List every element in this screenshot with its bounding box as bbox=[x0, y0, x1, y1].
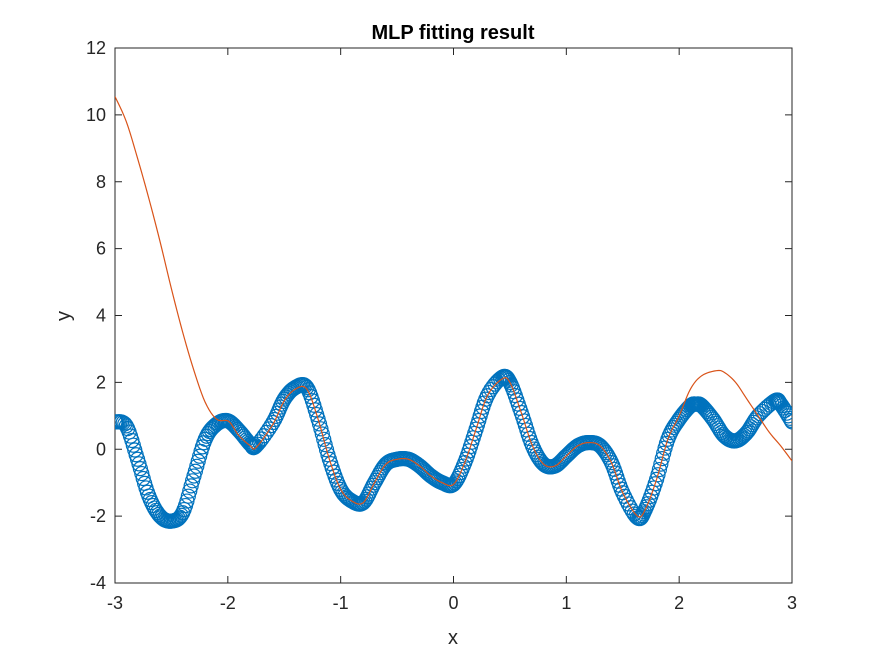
x-tick-label: -3 bbox=[107, 593, 123, 613]
data-point bbox=[699, 403, 715, 420]
data-point bbox=[313, 421, 329, 437]
chart-title: MLP fitting result bbox=[372, 22, 535, 44]
y-axis-label: y bbox=[53, 311, 75, 321]
data-point bbox=[483, 381, 499, 398]
y-tick-label: -4 bbox=[90, 573, 106, 593]
data-point bbox=[296, 377, 312, 393]
data-point bbox=[651, 461, 668, 478]
plot-area bbox=[114, 47, 793, 584]
y-tick-label: 8 bbox=[96, 172, 106, 192]
y-tick-label: 12 bbox=[86, 38, 106, 58]
fit-line bbox=[115, 96, 792, 518]
plot-frame bbox=[114, 47, 793, 584]
data-point bbox=[784, 414, 792, 430]
x-tick-label: 3 bbox=[787, 593, 797, 613]
data-point bbox=[700, 405, 717, 421]
data-point bbox=[782, 410, 792, 426]
data-point bbox=[656, 445, 672, 461]
x-tick-label: 1 bbox=[561, 593, 571, 613]
data-point bbox=[314, 426, 330, 442]
x-tick-label: 0 bbox=[448, 593, 458, 613]
series-group bbox=[115, 96, 792, 529]
data-point bbox=[317, 437, 333, 453]
data-point bbox=[182, 483, 198, 499]
y-tick-label: 6 bbox=[96, 239, 106, 259]
x-tick-label: -2 bbox=[220, 593, 236, 613]
x-tick-label: 2 bbox=[674, 593, 684, 613]
data-point bbox=[783, 412, 792, 428]
data-point bbox=[115, 414, 123, 430]
y-tick-label: 0 bbox=[96, 439, 106, 459]
x-axis-label: x bbox=[448, 627, 458, 649]
data-point bbox=[117, 416, 133, 432]
data-point bbox=[772, 395, 788, 411]
y-tick-label: -2 bbox=[90, 506, 106, 526]
y-tick-label: 10 bbox=[86, 105, 106, 125]
data-point bbox=[779, 405, 792, 421]
y-tick-label: 4 bbox=[96, 306, 106, 326]
data-point bbox=[593, 439, 610, 455]
data-point bbox=[300, 382, 316, 398]
data-point bbox=[598, 444, 614, 461]
y-tick-label: 2 bbox=[96, 372, 106, 392]
data-point bbox=[654, 451, 670, 467]
data-point bbox=[653, 456, 669, 472]
data-point bbox=[780, 408, 792, 424]
x-tick-label: -1 bbox=[333, 593, 349, 613]
data-point bbox=[316, 431, 332, 447]
